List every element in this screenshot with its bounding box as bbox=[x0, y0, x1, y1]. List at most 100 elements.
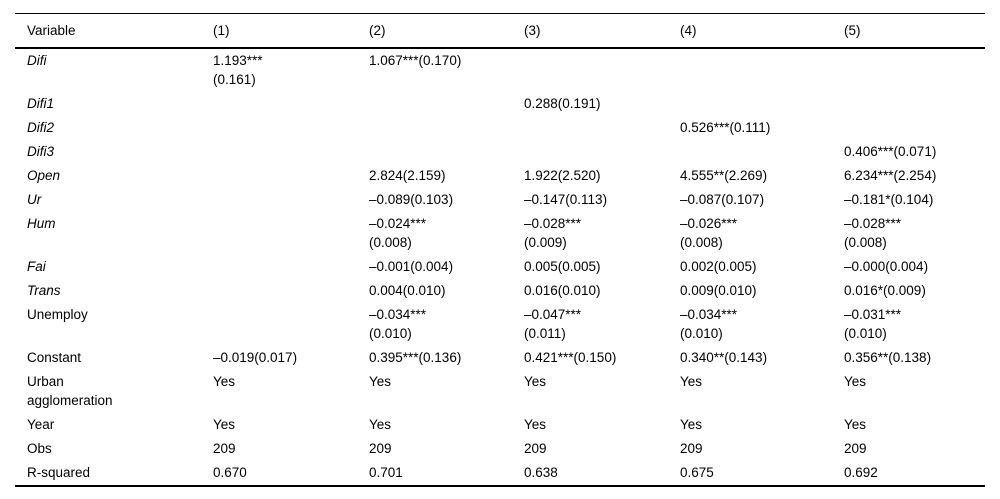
cell-r0-c1: 1.193*** (0.161) bbox=[213, 53, 263, 87]
variable-label: Open bbox=[27, 168, 61, 183]
cell-r12-c2: Yes bbox=[369, 417, 392, 432]
cell-r12-c5: Yes bbox=[844, 417, 867, 432]
table-row: Difi 1.193*** (0.161) 1.067***(0.170) bbox=[15, 48, 985, 92]
cell-r4-c5: 6.234***(2.254) bbox=[844, 168, 937, 183]
variable-label: Difi bbox=[27, 53, 47, 68]
cell-r13-c3: 209 bbox=[524, 441, 547, 456]
variable-label: Urban agglomeration bbox=[27, 374, 113, 408]
variable-label: R-squared bbox=[27, 465, 91, 480]
variable-label: Ur bbox=[27, 192, 42, 207]
cell-r14-c1: 0.670 bbox=[213, 465, 247, 480]
variable-label: Trans bbox=[27, 283, 61, 298]
variable-label: Difi3 bbox=[27, 144, 55, 159]
cell-r14-c5: 0.692 bbox=[844, 465, 878, 480]
table-row: Ur –0.089(0.103) –0.147(0.113) –0.087(0.107… bbox=[15, 188, 985, 212]
column-header-0: Variable bbox=[15, 13, 213, 49]
cell-r7-c2: –0.001(0.004) bbox=[369, 259, 454, 274]
table-row: Difi1 0.288(0.191) bbox=[15, 92, 985, 116]
table-row: Hum –0.024*** (0.008) –0.028*** (0.009) –0.… bbox=[15, 212, 985, 255]
cell-r8-c3: 0.016(0.010) bbox=[524, 283, 601, 298]
cell-r0-c2: 1.067***(0.170) bbox=[369, 53, 462, 68]
cell-r7-c4: 0.002(0.005) bbox=[680, 259, 757, 274]
table-row: Trans 0.004(0.010) 0.016(0.010) 0.009(0.010… bbox=[15, 279, 985, 303]
cell-r11-c1: Yes bbox=[213, 374, 236, 389]
cell-r6-c1 bbox=[213, 212, 369, 255]
table-body: Difi 1.193*** (0.161) 1.067***(0.170) Difi1… bbox=[15, 48, 985, 486]
cell-r10-c4: 0.340**(0.143) bbox=[680, 350, 768, 365]
column-header-2: (2) bbox=[369, 13, 524, 49]
cell-r6-c4: –0.026*** (0.008) bbox=[680, 216, 738, 250]
cell-r3-c5: 0.406***(0.071) bbox=[844, 144, 937, 159]
cell-r13-c5: 209 bbox=[844, 441, 867, 456]
cell-r6-c3: –0.028*** (0.009) bbox=[524, 216, 582, 250]
cell-r1-c3: 0.288(0.191) bbox=[524, 96, 601, 111]
cell-r1-c1 bbox=[213, 92, 369, 116]
cell-r1-c5 bbox=[844, 92, 985, 116]
table-row: Unemploy –0.034*** (0.010) –0.047*** (0.01… bbox=[15, 303, 985, 346]
table-row: Open 2.824(2.159) 1.922(2.520) 4.555**(2.26… bbox=[15, 164, 985, 188]
cell-r0-c5 bbox=[844, 48, 985, 92]
cell-r8-c4: 0.009(0.010) bbox=[680, 283, 757, 298]
cell-r9-c3: –0.047*** (0.011) bbox=[524, 307, 582, 341]
cell-r7-c1 bbox=[213, 255, 369, 279]
cell-r13-c2: 209 bbox=[369, 441, 392, 456]
cell-r3-c3 bbox=[524, 140, 680, 164]
cell-r7-c5: –0.000(0.004) bbox=[844, 259, 929, 274]
cell-r4-c2: 2.824(2.159) bbox=[369, 168, 446, 183]
cell-r2-c5 bbox=[844, 116, 985, 140]
cell-r13-c1: 209 bbox=[213, 441, 236, 456]
cell-r11-c2: Yes bbox=[369, 374, 392, 389]
cell-r10-c3: 0.421***(0.150) bbox=[524, 350, 617, 365]
cell-r5-c3: –0.147(0.113) bbox=[524, 192, 608, 207]
cell-r10-c2: 0.395***(0.136) bbox=[369, 350, 462, 365]
regression-results-table: Variable (1) (2) (3) (4) (5) Difi 1.193*** (0.… bbox=[15, 13, 985, 487]
variable-label: Difi1 bbox=[27, 96, 55, 111]
cell-r2-c1 bbox=[213, 116, 369, 140]
cell-r3-c4 bbox=[680, 140, 844, 164]
variable-label: Difi2 bbox=[27, 120, 55, 135]
cell-r11-c3: Yes bbox=[524, 374, 547, 389]
cell-r4-c1 bbox=[213, 164, 369, 188]
cell-r11-c4: Yes bbox=[680, 374, 703, 389]
cell-r3-c2 bbox=[369, 140, 524, 164]
table-row: Obs 209 209 209 209 209 bbox=[15, 437, 985, 461]
cell-r7-c3: 0.005(0.005) bbox=[524, 259, 601, 274]
variable-label: Year bbox=[27, 417, 55, 432]
cell-r1-c2 bbox=[369, 92, 524, 116]
table-row: Difi3 0.406***(0.071) bbox=[15, 140, 985, 164]
column-header-3: (3) bbox=[524, 13, 680, 49]
cell-r9-c5: –0.031*** (0.010) bbox=[844, 307, 902, 341]
cell-r14-c2: 0.701 bbox=[369, 465, 403, 480]
column-header-4: (4) bbox=[680, 13, 844, 49]
cell-r0-c3 bbox=[524, 48, 680, 92]
cell-r6-c2: –0.024*** (0.008) bbox=[369, 216, 427, 250]
cell-r8-c1 bbox=[213, 279, 369, 303]
cell-r5-c1 bbox=[213, 188, 369, 212]
cell-r0-c4 bbox=[680, 48, 844, 92]
cell-r5-c2: –0.089(0.103) bbox=[369, 192, 454, 207]
variable-label: Fai bbox=[27, 259, 46, 274]
cell-r4-c3: 1.922(2.520) bbox=[524, 168, 601, 183]
column-header-1: (1) bbox=[213, 13, 369, 49]
cell-r12-c3: Yes bbox=[524, 417, 547, 432]
variable-label: Hum bbox=[27, 216, 56, 231]
cell-r8-c5: 0.016*(0.009) bbox=[844, 283, 926, 298]
table-row: R-squared 0.670 0.701 0.638 0.675 0.692 bbox=[15, 461, 985, 486]
variable-label: Unemploy bbox=[27, 307, 88, 322]
table-row: Year Yes Yes Yes Yes Yes bbox=[15, 413, 985, 437]
cell-r10-c1: –0.019(0.017) bbox=[213, 350, 298, 365]
variable-label: Obs bbox=[27, 441, 52, 456]
cell-r4-c4: 4.555**(2.269) bbox=[680, 168, 768, 183]
cell-r8-c2: 0.004(0.010) bbox=[369, 283, 446, 298]
cell-r3-c1 bbox=[213, 140, 369, 164]
cell-r5-c4: –0.087(0.107) bbox=[680, 192, 765, 207]
cell-r6-c5: –0.028*** (0.008) bbox=[844, 216, 902, 250]
table-row: Constant –0.019(0.017) 0.395***(0.136) 0.42… bbox=[15, 346, 985, 370]
cell-r12-c4: Yes bbox=[680, 417, 703, 432]
cell-r11-c5: Yes bbox=[844, 374, 867, 389]
cell-r10-c5: 0.356**(0.138) bbox=[844, 350, 932, 365]
table-row: Difi2 0.526***(0.111) bbox=[15, 116, 985, 140]
cell-r9-c2: –0.034*** (0.010) bbox=[369, 307, 427, 341]
cell-r14-c3: 0.638 bbox=[524, 465, 558, 480]
